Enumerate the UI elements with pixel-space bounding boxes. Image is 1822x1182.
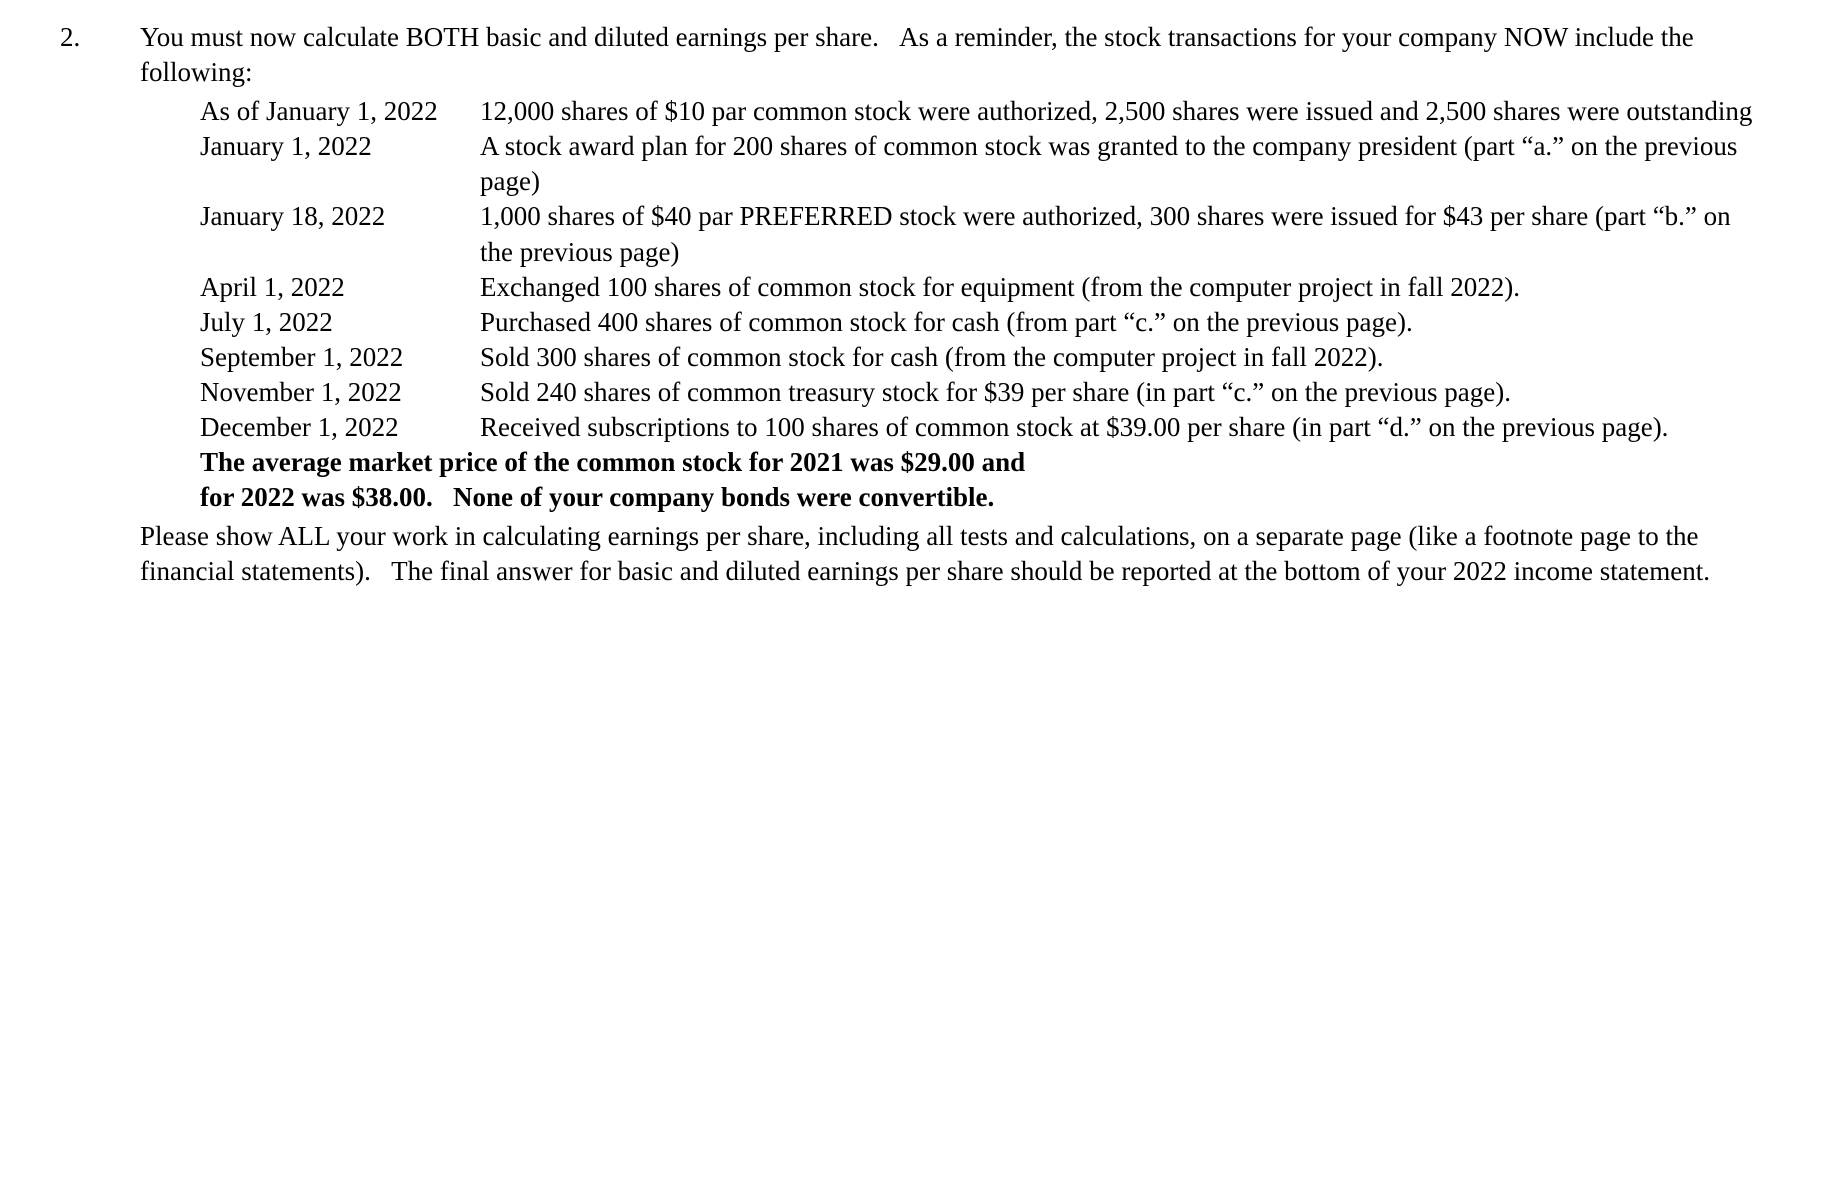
intro-text: You must now calculate BOTH basic and di… bbox=[140, 20, 1762, 90]
event-row: January 1, 2022 A stock award plan for 2… bbox=[200, 129, 1762, 199]
question-block: 2. You must now calculate BOTH basic and… bbox=[60, 20, 1762, 590]
event-row: April 1, 2022 Exchanged 100 shares of co… bbox=[200, 270, 1762, 305]
event-desc: 1,000 shares of $40 par PREFERRED stock … bbox=[480, 199, 1762, 269]
event-row: December 1, 2022 Received subscriptions … bbox=[200, 410, 1762, 445]
bold-note-line2: for 2022 was $38.00. None of your compan… bbox=[200, 480, 1762, 515]
event-date: July 1, 2022 bbox=[200, 305, 480, 340]
event-desc: Exchanged 100 shares of common stock for… bbox=[480, 270, 1762, 305]
event-date: December 1, 2022 bbox=[200, 410, 480, 445]
event-desc: A stock award plan for 200 shares of com… bbox=[480, 129, 1762, 199]
event-desc: Sold 240 shares of common treasury stock… bbox=[480, 375, 1762, 410]
event-desc: Received subscriptions to 100 shares of … bbox=[480, 410, 1762, 445]
event-row: January 18, 2022 1,000 shares of $40 par… bbox=[200, 199, 1762, 269]
question-number: 2. bbox=[60, 20, 100, 590]
event-row: September 1, 2022 Sold 300 shares of com… bbox=[200, 340, 1762, 375]
bold-note-line1: The average market price of the common s… bbox=[200, 445, 1762, 480]
event-row: July 1, 2022 Purchased 400 shares of com… bbox=[200, 305, 1762, 340]
event-row: As of January 1, 2022 12,000 shares of $… bbox=[200, 94, 1762, 129]
event-date: November 1, 2022 bbox=[200, 375, 480, 410]
event-date: January 18, 2022 bbox=[200, 199, 480, 269]
question-body: You must now calculate BOTH basic and di… bbox=[140, 20, 1762, 590]
event-date: April 1, 2022 bbox=[200, 270, 480, 305]
events-list: As of January 1, 2022 12,000 shares of $… bbox=[200, 94, 1762, 445]
event-date: January 1, 2022 bbox=[200, 129, 480, 199]
event-desc: 12,000 shares of $10 par common stock we… bbox=[480, 94, 1762, 129]
event-desc: Sold 300 shares of common stock for cash… bbox=[480, 340, 1762, 375]
event-date: As of January 1, 2022 bbox=[200, 94, 480, 129]
event-desc: Purchased 400 shares of common stock for… bbox=[480, 305, 1762, 340]
event-date: September 1, 2022 bbox=[200, 340, 480, 375]
event-row: November 1, 2022 Sold 240 shares of comm… bbox=[200, 375, 1762, 410]
closing-text: Please show ALL your work in calculating… bbox=[140, 519, 1762, 589]
